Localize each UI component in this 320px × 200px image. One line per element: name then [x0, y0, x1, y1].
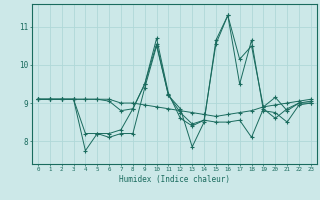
X-axis label: Humidex (Indice chaleur): Humidex (Indice chaleur) [119, 175, 230, 184]
